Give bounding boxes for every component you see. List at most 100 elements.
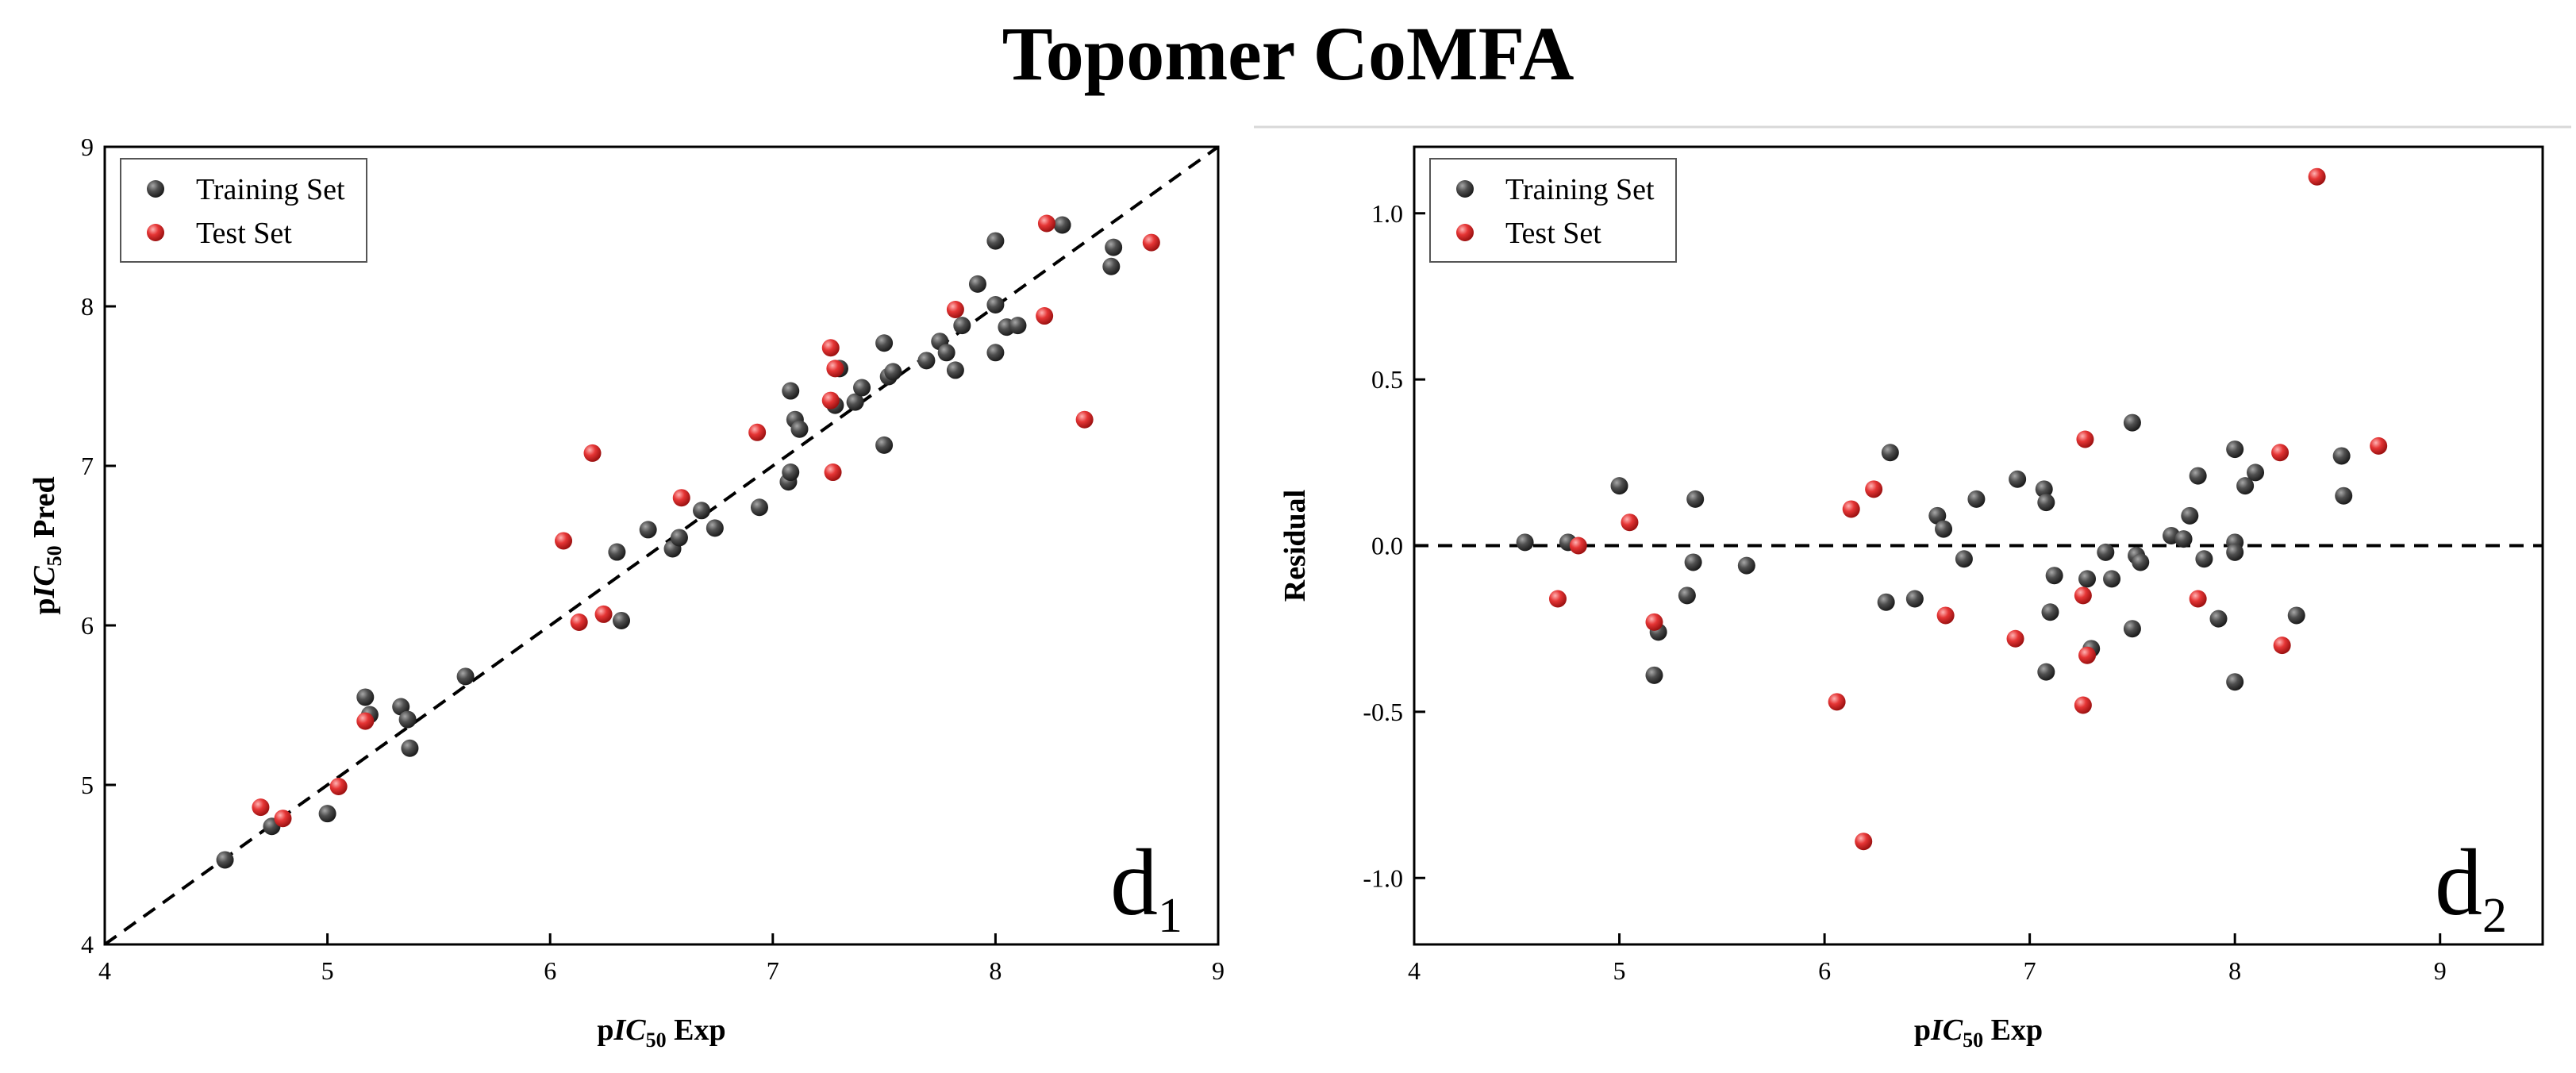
training-set-point (456, 667, 475, 686)
training-set-point (1009, 317, 1027, 335)
y-tick-label: 8 (81, 292, 94, 321)
legend: Training Set Test Set (120, 158, 367, 263)
training-set-point (608, 543, 626, 561)
x-axis-label: pIC50 Exp (597, 1013, 725, 1052)
test-set-point (594, 605, 613, 623)
test-set-point (2078, 646, 2097, 664)
legend-label: Training Set (196, 173, 345, 206)
training-set-point (2041, 603, 2059, 621)
training-set-point (639, 521, 657, 539)
panel-label: d2 (2435, 829, 2507, 943)
test-set-point (2076, 430, 2094, 448)
training-set-point (2247, 463, 2265, 482)
x-tick-label: 8 (989, 956, 1002, 985)
y-tick-label: 0.0 (1371, 532, 1403, 560)
y-tick-label: 4 (81, 930, 94, 959)
training-set-point (2226, 673, 2244, 691)
y-axis-label: Residual (1278, 490, 1312, 602)
test-set-point (1936, 606, 1955, 625)
training-set-point (2209, 610, 2228, 628)
training-set-point (1105, 238, 1123, 256)
identity-line (105, 147, 1218, 944)
x-tick-label: 5 (321, 956, 334, 985)
x-tick-label: 6 (1818, 956, 1831, 985)
training-set-point (937, 344, 955, 362)
training-set-point (1610, 477, 1628, 495)
training-set-point (2123, 413, 2141, 432)
training-set-point (782, 382, 800, 400)
test-set-point (1842, 500, 1860, 518)
panel-d1: 4 5 6 7 8 9 4 5 6 7 8 9 Training Set Test Set d1 pIC50 … (28, 133, 1225, 1052)
x-tick-label: 7 (767, 956, 779, 985)
training-set-point (917, 352, 936, 370)
training-set-point (2078, 570, 2097, 588)
training-set-point (790, 420, 809, 438)
training-set-point (693, 502, 711, 520)
training-set-point (2103, 570, 2121, 588)
training-set-point (1877, 593, 1895, 611)
training-set-point (612, 611, 630, 629)
test-set-point (2271, 444, 2290, 462)
training-set-point (2195, 550, 2213, 568)
x-tick-label: 4 (98, 956, 111, 985)
y-tick-label: -1.0 (1363, 863, 1403, 892)
test-set-point (2074, 586, 2092, 605)
training-set-point (356, 688, 375, 706)
test-set-point (1855, 833, 1873, 851)
test-set-point (329, 778, 348, 796)
training-set-point (2132, 553, 2150, 571)
training-set-point (1955, 550, 1973, 568)
training-set-point (1645, 666, 1663, 684)
x-tick-label: 7 (2024, 956, 2036, 985)
legend-marker-training-set (1456, 180, 1474, 198)
y-axis-label: pIC50 Pred (28, 476, 66, 614)
training-set-point (2226, 440, 2244, 459)
y-tick-label: 6 (81, 611, 94, 640)
x-tick-label: 9 (2434, 956, 2447, 985)
training-set-point (968, 275, 986, 293)
training-set-point (2037, 494, 2055, 512)
training-set-point (398, 710, 417, 729)
training-set-point (1686, 490, 1705, 508)
training-set-point (2181, 506, 2199, 525)
y-tick-label: 5 (81, 771, 94, 799)
test-set-point (1865, 480, 1883, 498)
test-set-point (1036, 307, 1054, 325)
plot-frame (103, 145, 1220, 946)
training-set-point (670, 529, 688, 547)
plot-area (105, 147, 1218, 944)
test-set-point (2006, 629, 2024, 648)
training-set-point (2236, 477, 2255, 495)
test-set-point (1142, 233, 1160, 252)
training-set-point (853, 379, 871, 397)
training-set-point (2037, 663, 2055, 681)
test-set-point (583, 444, 602, 462)
training-set-point (2009, 470, 2027, 488)
test-set-point (2189, 590, 2207, 608)
legend-label: Training Set (1505, 173, 1655, 206)
x-tick-label: 4 (1408, 956, 1421, 985)
training-set-point (946, 361, 964, 379)
training-set-point (318, 805, 336, 823)
legend-marker-training-set (147, 180, 164, 198)
figure-title: Topomer CoMFA (1002, 11, 1574, 96)
training-set-point (2287, 606, 2305, 625)
training-set-point (706, 519, 724, 537)
panel-d2: 4 5 6 7 8 9 -1.0 -0.5 0.0 0.5 1.0 Training Set Test … (1278, 145, 2544, 1052)
test-set-point (821, 391, 840, 410)
test-set-point (1569, 536, 1587, 555)
x-tick-label: 8 (2228, 956, 2241, 985)
x-tick-label: 5 (1613, 956, 1626, 985)
training-set-point (986, 295, 1005, 313)
legend-box (1429, 158, 1677, 263)
test-set-point (252, 798, 270, 817)
legend-marker-test-set (147, 224, 164, 241)
test-set-point (2074, 696, 2092, 714)
training-set-point (2174, 530, 2193, 548)
training-set-point (782, 463, 800, 482)
legend-box (120, 158, 367, 263)
training-set-point (2035, 480, 2053, 498)
training-set-point (986, 232, 1005, 250)
y-tick-label: -0.5 (1363, 698, 1403, 726)
